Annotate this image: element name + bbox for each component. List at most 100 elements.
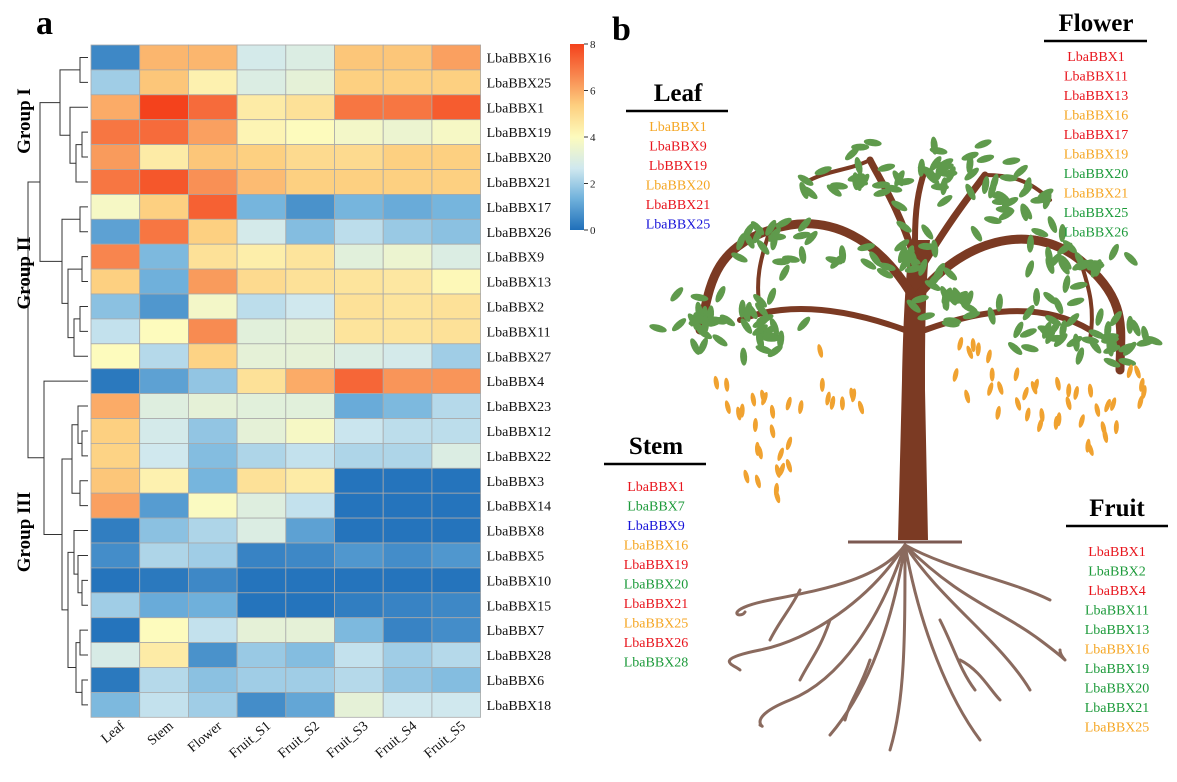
tree-leaf (1047, 216, 1058, 233)
tree-fruit (1025, 407, 1031, 422)
row-label: LbaBBX20 (487, 151, 552, 166)
heatmap-cell-LbaBBX7-Fruit_S3 (334, 617, 384, 644)
row-label: LbaBBX8 (487, 525, 545, 540)
tree-leaf (1109, 310, 1122, 327)
tree-leaf (1042, 191, 1052, 210)
heatmap-cell-LbaBBX7-Stem (139, 617, 189, 644)
heatmap-cell-LbaBBX9-Fruit_S2 (285, 243, 335, 270)
heatmap-cell-LbaBBX6-Fruit_S3 (334, 667, 384, 693)
tree-leaf (943, 267, 958, 281)
row-label: LbaBBX22 (487, 450, 552, 465)
tree-leaf (649, 324, 667, 333)
tissue-title: Stem (629, 433, 683, 460)
tree-leaf (873, 188, 891, 197)
group-3-label: Group III (14, 492, 35, 572)
tree-leaf (999, 174, 1018, 182)
heatmap-cell-LbaBBX28-Fruit_S5 (431, 642, 481, 668)
heatmap-cell-LbaBBX21-Flower (187, 169, 238, 195)
tree-leaf (777, 330, 785, 349)
colorbar-tick: 6 (590, 86, 596, 98)
tissue-gene: LbaBBX20 (646, 179, 711, 194)
heatmap-cell-LbaBBX16-Stem (139, 44, 189, 71)
heatmap-cell-LbaBBX11-Fruit_S1 (236, 318, 287, 345)
tree-leaf (894, 170, 905, 187)
tree-fruit (1139, 377, 1145, 392)
tree-leaf (965, 183, 976, 201)
heatmap-cell-LbaBBX4-Fruit_S5 (431, 368, 481, 395)
tree-leaf (769, 318, 780, 336)
heatmap-cell-LbaBBX7-Fruit_S5 (431, 617, 481, 644)
tree-leaf (945, 166, 956, 183)
heatmap-cell-LbaBBX15-Stem (139, 592, 189, 619)
heatmap-cell-LbaBBX15-Fruit_S5 (431, 592, 481, 619)
heatmap-cell-LbaBBX17-Fruit_S1 (236, 193, 287, 220)
heatmap-cell-LbaBBX26-Stem (139, 218, 189, 245)
heatmap-cell-LbaBBX28-Stem (139, 642, 189, 668)
heatmap-cell-LbaBBX12-Stem (139, 418, 189, 444)
heatmap-cell-LbaBBX26-Flower (187, 218, 238, 245)
heatmap-cell-LbaBBX1-Leaf (90, 94, 141, 121)
heatmap-cell-LbaBBX16-Fruit_S1 (236, 44, 287, 71)
tree-leaf (782, 255, 800, 263)
tree-fruit (1037, 418, 1044, 433)
heatmap-cell-LbaBBX2-Fruit_S2 (285, 293, 335, 320)
heatmap-cell-LbaBBX15-Fruit_S2 (285, 592, 335, 619)
heatmap-cell-LbaBBX18-Stem (139, 692, 189, 718)
heatmap-cell-LbaBBX4-Fruit_S3 (334, 368, 384, 395)
heatmap-cell-LbaBBX10-Fruit_S2 (285, 567, 335, 594)
tree-leaf (942, 291, 950, 310)
heatmap-cell-LbaBBX20-Flower (187, 144, 238, 170)
heatmap-cell-LbaBBX27-Flower (187, 343, 238, 370)
tree-leaf (1108, 243, 1119, 261)
heatmap-cell-LbaBBX19-Fruit_S3 (334, 119, 384, 145)
tree-leaf (1021, 344, 1039, 353)
heatmap-cell-LbaBBX12-Fruit_S2 (285, 418, 335, 444)
heatmap-cell-LbaBBX14-Stem (139, 492, 189, 519)
colorbar-ticks: 0 2 4 6 8 (584, 39, 596, 237)
tree-fruit (1085, 438, 1091, 453)
heatmap-cell-LbaBBX5-Fruit_S3 (334, 542, 384, 569)
tree-leaf (798, 217, 812, 232)
tree-fruit (754, 474, 761, 489)
heatmap-cell-LbaBBX26-Fruit_S2 (285, 218, 335, 245)
row-label: LbaBBX3 (487, 475, 545, 490)
tree-leaf (1089, 338, 1102, 354)
heatmap-cell-LbaBBX25-Fruit_S2 (285, 69, 335, 96)
tissue-stem: Stem LbaBBX1 LbaBBX7 LbaBBX9 LbaBBX16 LbaBBX1… (604, 433, 706, 671)
tree-leaf (762, 334, 781, 342)
heatmap-cell-LbaBBX4-Fruit_S1 (236, 368, 287, 395)
tree-leaf (852, 172, 860, 191)
tree-leaf (1059, 320, 1067, 338)
tree-leaf (891, 200, 908, 212)
heatmap-cell-LbaBBX19-Leaf (90, 119, 141, 145)
tree-leaf (1069, 281, 1088, 290)
tree-fruit (825, 391, 831, 406)
heatmap-cell-LbaBBX18-Fruit_S4 (382, 692, 433, 718)
heatmap-cell-LbaBBX5-Flower (187, 542, 238, 569)
heatmap-cell-LbaBBX8-Fruit_S4 (382, 517, 433, 544)
heatmap-cell-LbaBBX14-Fruit_S5 (431, 492, 481, 519)
row-label: LbaBBX27 (487, 350, 552, 365)
tree-leaf (911, 295, 929, 304)
tree-fruit (724, 400, 731, 414)
heatmap-cell-LbaBBX13-Fruit_S1 (236, 268, 287, 295)
heatmap-cell-LbaBBX9-Fruit_S4 (382, 243, 433, 270)
heatmap-cell-LbaBBX23-Fruit_S4 (382, 393, 433, 419)
heatmap-cell-LbaBBX21-Fruit_S4 (382, 169, 433, 195)
row-label: LbaBBX9 (487, 251, 545, 266)
tree-leaf (970, 225, 983, 242)
tree-fruit (1078, 414, 1085, 428)
heatmap-cell-LbaBBX26-Fruit_S3 (334, 218, 384, 245)
row-label: LbaBBX2 (487, 300, 545, 315)
tissue-gene: LbaBBX16 (1064, 109, 1129, 124)
tree-fruit (1134, 365, 1141, 379)
tree-leaf (918, 258, 928, 276)
tree-leaf (755, 302, 769, 317)
heatmap-cell-LbaBBX25-Fruit_S5 (431, 69, 481, 96)
tree-fruit (713, 375, 720, 390)
tree-leaf (752, 324, 768, 336)
column-label: Fruit_S1 (227, 719, 274, 762)
heatmap-cell-LbaBBX21-Fruit_S2 (285, 169, 335, 195)
tree-leaf (1042, 321, 1052, 339)
tree-leaf (814, 166, 832, 176)
